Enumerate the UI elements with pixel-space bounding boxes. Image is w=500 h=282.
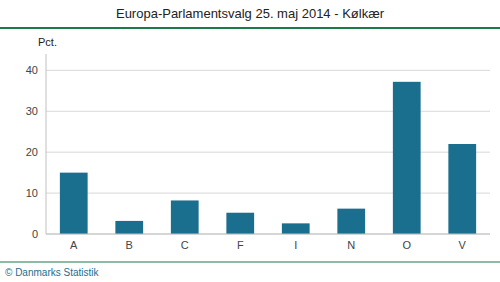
- y-tick-label: 30: [26, 105, 38, 117]
- x-tick-label: A: [70, 239, 78, 251]
- bar: [337, 209, 365, 234]
- grid-line: [46, 234, 490, 235]
- y-tick-label: 40: [26, 64, 38, 76]
- x-axis-line: [46, 234, 490, 235]
- grid-line: [46, 70, 490, 71]
- title-rule: [0, 27, 500, 29]
- grid-line: [46, 193, 490, 194]
- y-tick-label: 0: [32, 228, 38, 240]
- footer-rule: [0, 261, 500, 262]
- x-tick-label: N: [347, 239, 355, 251]
- bar: [60, 173, 88, 234]
- x-tick-label: O: [402, 239, 411, 251]
- footer-annotation: © Danmarks Statistik: [5, 267, 100, 278]
- bar: [282, 223, 310, 234]
- y-axis-label: Pct.: [38, 36, 57, 48]
- x-tick-label: C: [181, 239, 189, 251]
- grid: [46, 70, 490, 234]
- bar: [393, 82, 421, 234]
- y-tick-label: 20: [26, 146, 38, 158]
- bar: [226, 213, 254, 234]
- x-tick-label: V: [459, 239, 467, 251]
- y-axis-line: [46, 54, 47, 234]
- chart-container: Europa-Parlamentsvalg 25. maj 2014 - Køl…: [0, 0, 500, 282]
- x-tick-label: B: [126, 239, 133, 251]
- bar: [448, 144, 476, 234]
- bar: [171, 200, 199, 234]
- title: Europa-Parlamentsvalg 25. maj 2014 - Køl…: [116, 6, 385, 21]
- bar: [115, 221, 143, 234]
- x-tick-label: I: [294, 239, 297, 251]
- chart-svg: Europa-Parlamentsvalg 25. maj 2014 - Køl…: [0, 0, 500, 282]
- grid-line: [46, 152, 490, 153]
- grid-line: [46, 111, 490, 112]
- y-tick-label: 10: [26, 187, 38, 199]
- x-tick-label: F: [237, 239, 244, 251]
- bars: [60, 82, 476, 234]
